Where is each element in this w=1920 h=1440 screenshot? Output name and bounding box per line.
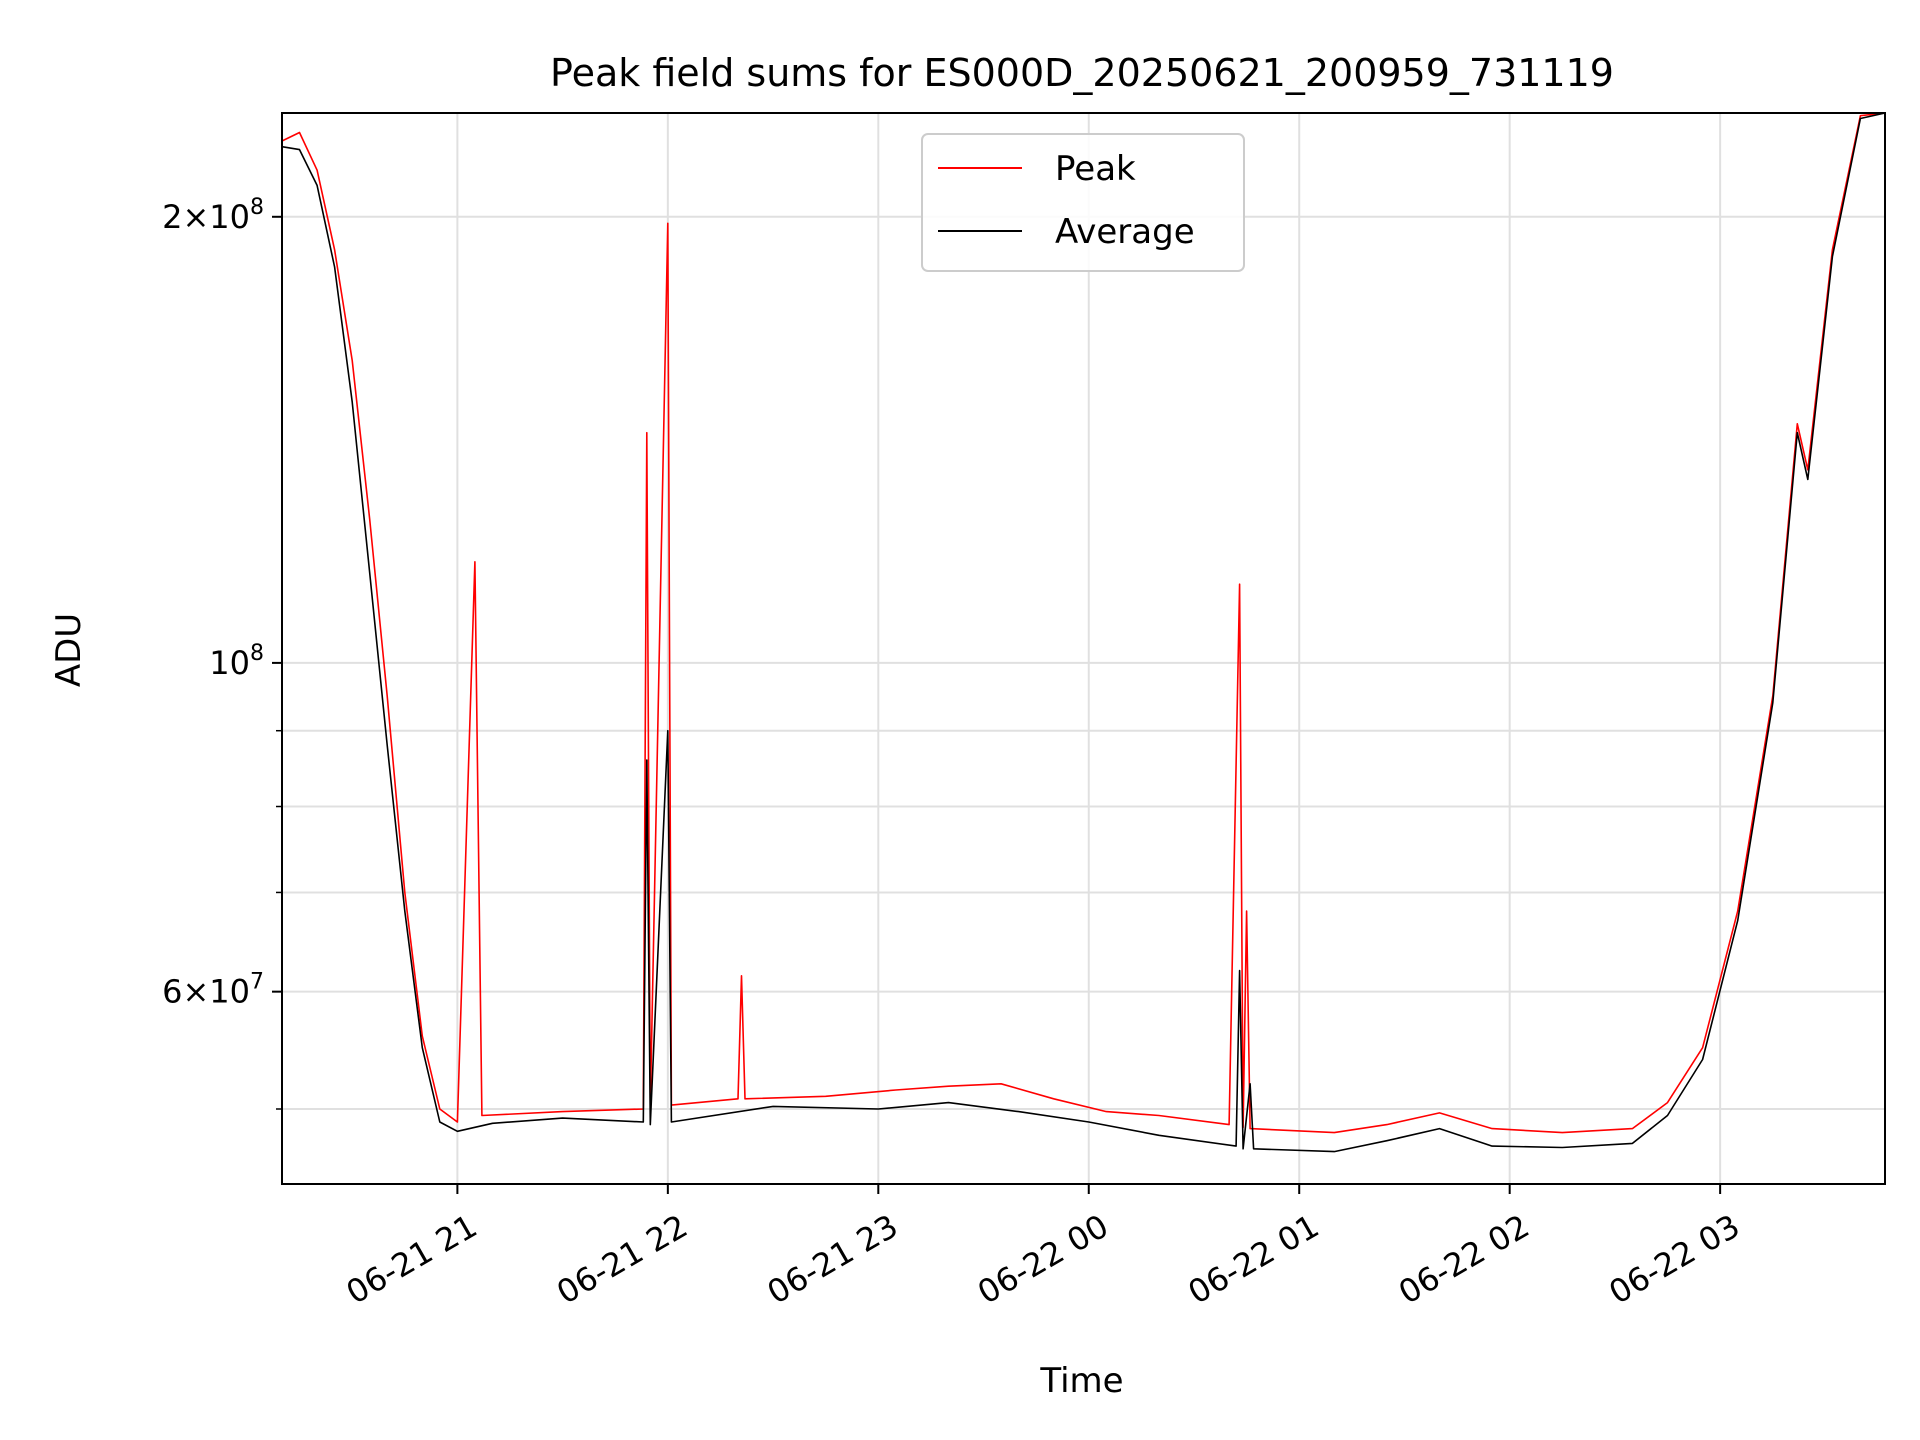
- chart-title: Peak field sums for ES000D_20250621_2009…: [550, 51, 1614, 95]
- plot-frame: [281, 112, 1886, 1185]
- y-tick-label: 2×108: [162, 195, 264, 236]
- legend-label-average: Average: [1055, 212, 1195, 252]
- legend: Peak Average: [921, 133, 1245, 272]
- series-layer: [281, 112, 1886, 1153]
- y-tick-label: 6×107: [162, 970, 264, 1011]
- y-tick-label: 108: [209, 641, 264, 682]
- series-line-peak: [281, 112, 1886, 1134]
- grid: [282, 113, 1885, 1184]
- legend-label-peak: Peak: [1055, 149, 1136, 189]
- x-axis-label: Time: [1039, 1361, 1123, 1401]
- y-axis-label: ADU: [49, 613, 89, 687]
- y-axis: 2×108 108 6×107: [162, 195, 282, 1110]
- series-line-average: [281, 112, 1886, 1153]
